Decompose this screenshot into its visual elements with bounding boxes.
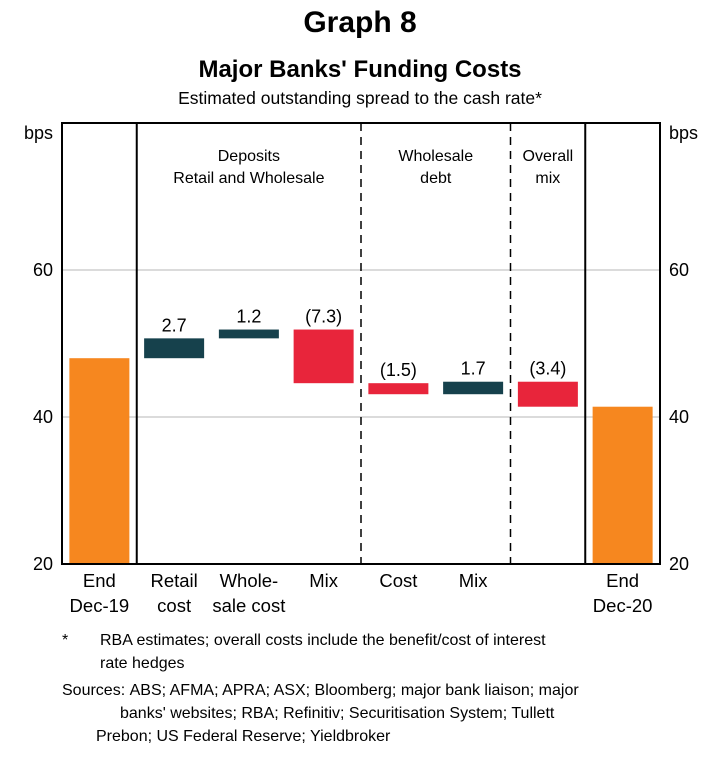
bar-decrease <box>293 329 354 384</box>
y-axis-unit-right: bps <box>669 123 698 143</box>
sources-label: Sources: <box>62 682 126 699</box>
y-tick-label-left: 20 <box>33 554 53 574</box>
x-axis-label: Dec-20 <box>593 595 653 616</box>
funding-costs-waterfall-chart: 20 20 40 40 60 60 bps bps End Dec-19 2.7 Retail cost… <box>24 122 698 616</box>
x-axis-label: Mix <box>309 570 339 591</box>
x-axis-label: cost <box>157 595 191 616</box>
footnote-line-1: RBA estimates; overall costs include the… <box>100 632 546 649</box>
section-header: Wholesale <box>398 148 473 165</box>
x-axis-label: Cost <box>379 570 417 591</box>
section-header: Deposits <box>218 148 280 165</box>
chart-title: Major Banks' Funding Costs <box>198 56 522 83</box>
x-axis-label: End <box>606 570 639 591</box>
bar-value-label: (7.3) <box>305 307 342 327</box>
bar-value-label: 2.7 <box>162 315 187 335</box>
footnotes: * RBA estimates; overall costs include t… <box>0 632 720 757</box>
bar-total <box>592 406 653 564</box>
sources-line-2: banks' websites; RBA; Refinitiv; Securit… <box>120 705 555 722</box>
y-tick-label-right: 40 <box>669 407 689 427</box>
x-axis-label: Retail <box>150 570 197 591</box>
footnote-asterisk: * <box>62 632 69 649</box>
chart-subtitle: Estimated outstanding spread to the cash… <box>178 88 542 108</box>
section-header: mix <box>535 170 560 187</box>
y-tick-label-left: 40 <box>33 407 53 427</box>
x-axis-label: Mix <box>459 570 489 591</box>
x-axis-label: Dec-19 <box>70 595 130 616</box>
graph-number-title: Graph 8 <box>303 6 417 39</box>
bar-total <box>69 358 130 564</box>
x-axis-label: Whole- <box>220 570 279 591</box>
y-tick-label-right: 60 <box>669 260 689 280</box>
footnote-line-2: rate hedges <box>100 655 185 672</box>
section-header: debt <box>420 170 452 187</box>
bar-increase <box>144 338 205 359</box>
bar-decrease <box>368 383 429 395</box>
bar-value-label: 1.7 <box>461 359 486 379</box>
x-axis-label: End <box>83 570 116 591</box>
sources-line-3: Prebon; US Federal Reserve; Yieldbroker <box>96 728 391 745</box>
y-tick-label-right: 20 <box>669 554 689 574</box>
sources-line-1: Sources: ABS; AFMA; APRA; ASX; Bloomberg… <box>62 682 579 700</box>
sources-text-1: ABS; AFMA; APRA; ASX; Bloomberg; major b… <box>129 682 579 699</box>
section-header: Overall <box>523 148 574 165</box>
graph-page: Graph 8 Major Banks' Funding Costs Estim… <box>0 6 720 757</box>
section-header: Retail and Wholesale <box>173 170 324 187</box>
bar-value-label: 1.2 <box>236 307 261 327</box>
x-axis-label: sale cost <box>212 595 285 616</box>
bar-increase <box>218 329 279 339</box>
y-axis-unit-left: bps <box>24 123 53 143</box>
bar-value-label: (1.5) <box>380 360 417 380</box>
bar-increase <box>443 381 504 395</box>
plot-border <box>61 122 661 565</box>
bar-decrease <box>517 381 578 407</box>
y-tick-label-left: 60 <box>33 260 53 280</box>
bar-value-label: (3.4) <box>529 359 566 379</box>
